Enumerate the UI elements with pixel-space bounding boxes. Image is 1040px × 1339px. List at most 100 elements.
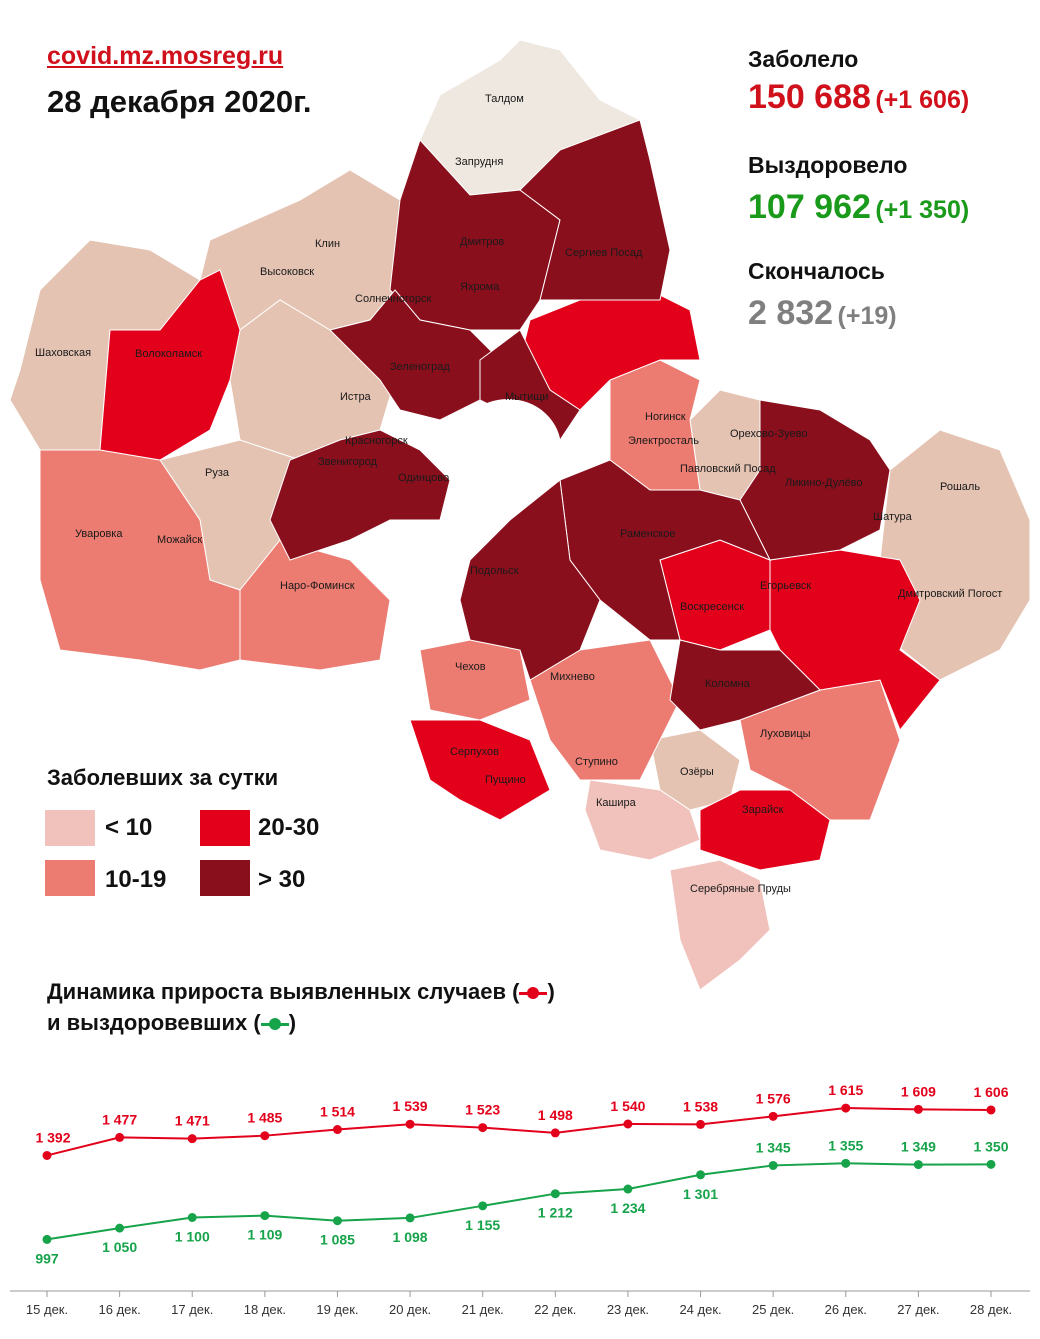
cases-data-label: 1 523 <box>465 1102 500 1118</box>
source-link[interactable]: covid.mz.mosreg.ru <box>47 42 284 70</box>
cases-point[interactable] <box>332 1125 342 1135</box>
cases-data-label: 1 471 <box>175 1113 210 1129</box>
recovered-point[interactable] <box>260 1211 270 1221</box>
town-label: Яхрома <box>460 281 500 293</box>
x-tick-label: 22 дек. <box>534 1302 576 1317</box>
cases-point[interactable] <box>623 1119 633 1129</box>
cases-data-label: 1 514 <box>320 1104 355 1120</box>
district-zaraysk[interactable] <box>699 789 831 871</box>
town-label: Чехов <box>455 661 486 673</box>
cases-point[interactable] <box>115 1132 125 1142</box>
legend-swatch-gt30 <box>200 860 250 896</box>
recovered-data-label: 1 155 <box>465 1217 500 1233</box>
district-serebryanye-prudy[interactable] <box>669 859 771 991</box>
town-label: Ликино-Дулёво <box>785 477 863 489</box>
x-tick-label: 27 дек. <box>897 1302 939 1317</box>
cases-point[interactable] <box>187 1134 197 1144</box>
district-sergiev-posad[interactable] <box>519 119 671 301</box>
cases-point[interactable] <box>42 1150 52 1160</box>
cases-data-label: 1 576 <box>756 1090 791 1106</box>
cases-point[interactable] <box>550 1128 560 1138</box>
region-map: Талдом Запрудня Дмитров Яхрома Сергиев П… <box>9 39 1031 991</box>
cases-point[interactable] <box>405 1119 415 1129</box>
cases-data-label: 1 615 <box>828 1082 863 1098</box>
town-label: Луховицы <box>760 728 811 740</box>
recovered-data-label: 1 050 <box>102 1239 137 1255</box>
town-label: Воскресенск <box>680 601 744 613</box>
x-tick-label: 19 дек. <box>316 1302 358 1317</box>
cases-data-label: 1 498 <box>538 1107 573 1123</box>
town-label: Егорьевск <box>760 580 811 592</box>
recovered-point[interactable] <box>696 1170 706 1180</box>
x-tick-label: 23 дек. <box>607 1302 649 1317</box>
recovered-point[interactable] <box>478 1201 488 1211</box>
x-tick-label: 26 дек. <box>825 1302 867 1317</box>
cases-point[interactable] <box>913 1104 923 1114</box>
town-label: Раменское <box>620 528 676 540</box>
recovered-series-line <box>46 1162 992 1241</box>
town-label: Орехово-Зуево <box>730 428 808 440</box>
x-tick-label: 18 дек. <box>244 1302 286 1317</box>
town-label: Павловский Посад <box>680 463 776 475</box>
cases-point[interactable] <box>986 1105 996 1115</box>
district-kolomna[interactable] <box>669 639 821 731</box>
town-label: Серебряные Пруды <box>690 883 791 895</box>
recovered-point[interactable] <box>623 1184 633 1194</box>
recovered-point[interactable] <box>332 1216 342 1226</box>
infected-value: 150 688 <box>748 78 871 116</box>
town-label: Солнечногорск <box>355 293 431 305</box>
cases-point[interactable] <box>696 1119 706 1129</box>
cases-data-label: 1 539 <box>393 1098 428 1114</box>
recovered-point[interactable] <box>986 1159 996 1169</box>
district-serpukhov[interactable] <box>409 719 551 821</box>
died-label: Скончалось <box>748 258 885 284</box>
recovered-label: Выздоровело <box>748 152 908 178</box>
town-label: Сергиев Посад <box>565 247 643 259</box>
cases-point[interactable] <box>478 1123 488 1133</box>
x-tick-label: 15 дек. <box>26 1302 68 1317</box>
district-stupino[interactable] <box>529 639 681 781</box>
cases-data-label: 1 485 <box>247 1110 282 1126</box>
town-labels: Талдом Запрудня Дмитров Яхрома Сергиев П… <box>35 93 1002 895</box>
infected-stat: 150 688 (+1 606) <box>748 78 969 117</box>
town-label: Высоковск <box>260 266 314 278</box>
town-label: Одинцово <box>398 472 449 484</box>
town-label: Дмитров <box>460 236 504 248</box>
recovered-data-label: 1 234 <box>610 1200 645 1216</box>
district-yegoryevsk[interactable] <box>769 549 941 731</box>
district-chekhov[interactable] <box>419 639 531 721</box>
legend-swatch-lt10 <box>45 810 95 846</box>
town-label: Дмитровский Погост <box>898 588 1002 600</box>
district-orekhovo-zuevo[interactable] <box>739 399 891 561</box>
x-tick-label: 21 дек. <box>462 1302 504 1317</box>
cases-point[interactable] <box>841 1103 851 1113</box>
district-kashira[interactable] <box>584 779 701 861</box>
legend-swatch-20-30 <box>200 810 250 846</box>
cases-data-label: 1 538 <box>683 1098 718 1114</box>
recovered-point[interactable] <box>841 1158 851 1168</box>
recovered-point[interactable] <box>550 1189 560 1199</box>
chart-title-line1-end: ) <box>547 979 555 1004</box>
district-odintsovo[interactable] <box>269 429 451 561</box>
recovered-point[interactable] <box>187 1213 197 1222</box>
town-label: Рошаль <box>940 481 980 493</box>
recovered-point[interactable] <box>42 1234 52 1244</box>
town-label: Михнево <box>550 671 595 683</box>
recovered-point[interactable] <box>405 1213 415 1223</box>
red-series-marker-icon <box>519 987 548 1000</box>
recovered-point[interactable] <box>913 1160 923 1170</box>
district-volokolamsk[interactable] <box>99 269 241 461</box>
recovered-point[interactable] <box>768 1160 778 1170</box>
cases-point[interactable] <box>768 1111 778 1121</box>
cases-point[interactable] <box>260 1131 270 1141</box>
dynamics-chart: 15 дек. 16 дек. 17 дек. 18 дек. 19 дек. 20 де… <box>10 1082 1030 1317</box>
district-podolsk[interactable] <box>459 479 601 681</box>
district-pavlovsky-posad[interactable] <box>689 389 761 501</box>
chart-title-line1: Динамика прироста выявленных случаев ( <box>47 979 520 1004</box>
cases-data-label: 1 477 <box>102 1111 137 1127</box>
x-tick-label: 20 дек. <box>389 1302 431 1317</box>
cases-data-label: 1 609 <box>901 1083 936 1099</box>
town-label: Коломна <box>705 678 751 690</box>
recovered-point[interactable] <box>115 1223 125 1233</box>
town-label: Серпухов <box>450 746 499 758</box>
